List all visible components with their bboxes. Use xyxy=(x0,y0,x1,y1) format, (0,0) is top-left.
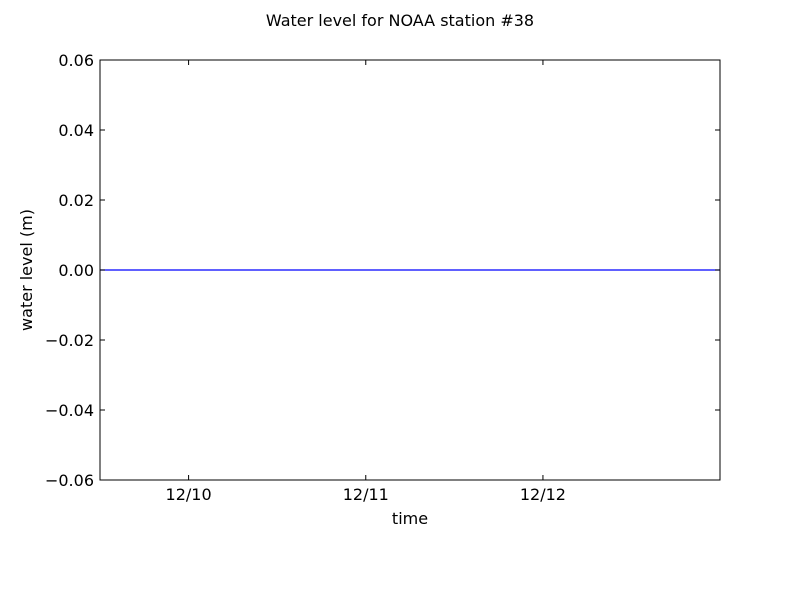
y-tick-label: 0.04 xyxy=(58,121,94,140)
y-tick-label: −0.02 xyxy=(45,331,94,350)
y-tick-label: −0.06 xyxy=(45,471,94,490)
y-tick-label: 0.06 xyxy=(58,51,94,70)
x-tick-label: 12/10 xyxy=(166,485,212,504)
chart-title: Water level for NOAA station #38 xyxy=(266,11,534,30)
y-tick-label: −0.04 xyxy=(45,401,94,420)
y-axis-label: water level (m) xyxy=(17,209,36,331)
y-tick-label: 0.00 xyxy=(58,261,94,280)
plot-frame xyxy=(99,59,721,481)
y-tick-label: 0.02 xyxy=(58,191,94,210)
x-tick-label: 12/12 xyxy=(520,485,566,504)
x-tick-label: 12/11 xyxy=(343,485,389,504)
x-axis-label: time xyxy=(392,509,428,528)
